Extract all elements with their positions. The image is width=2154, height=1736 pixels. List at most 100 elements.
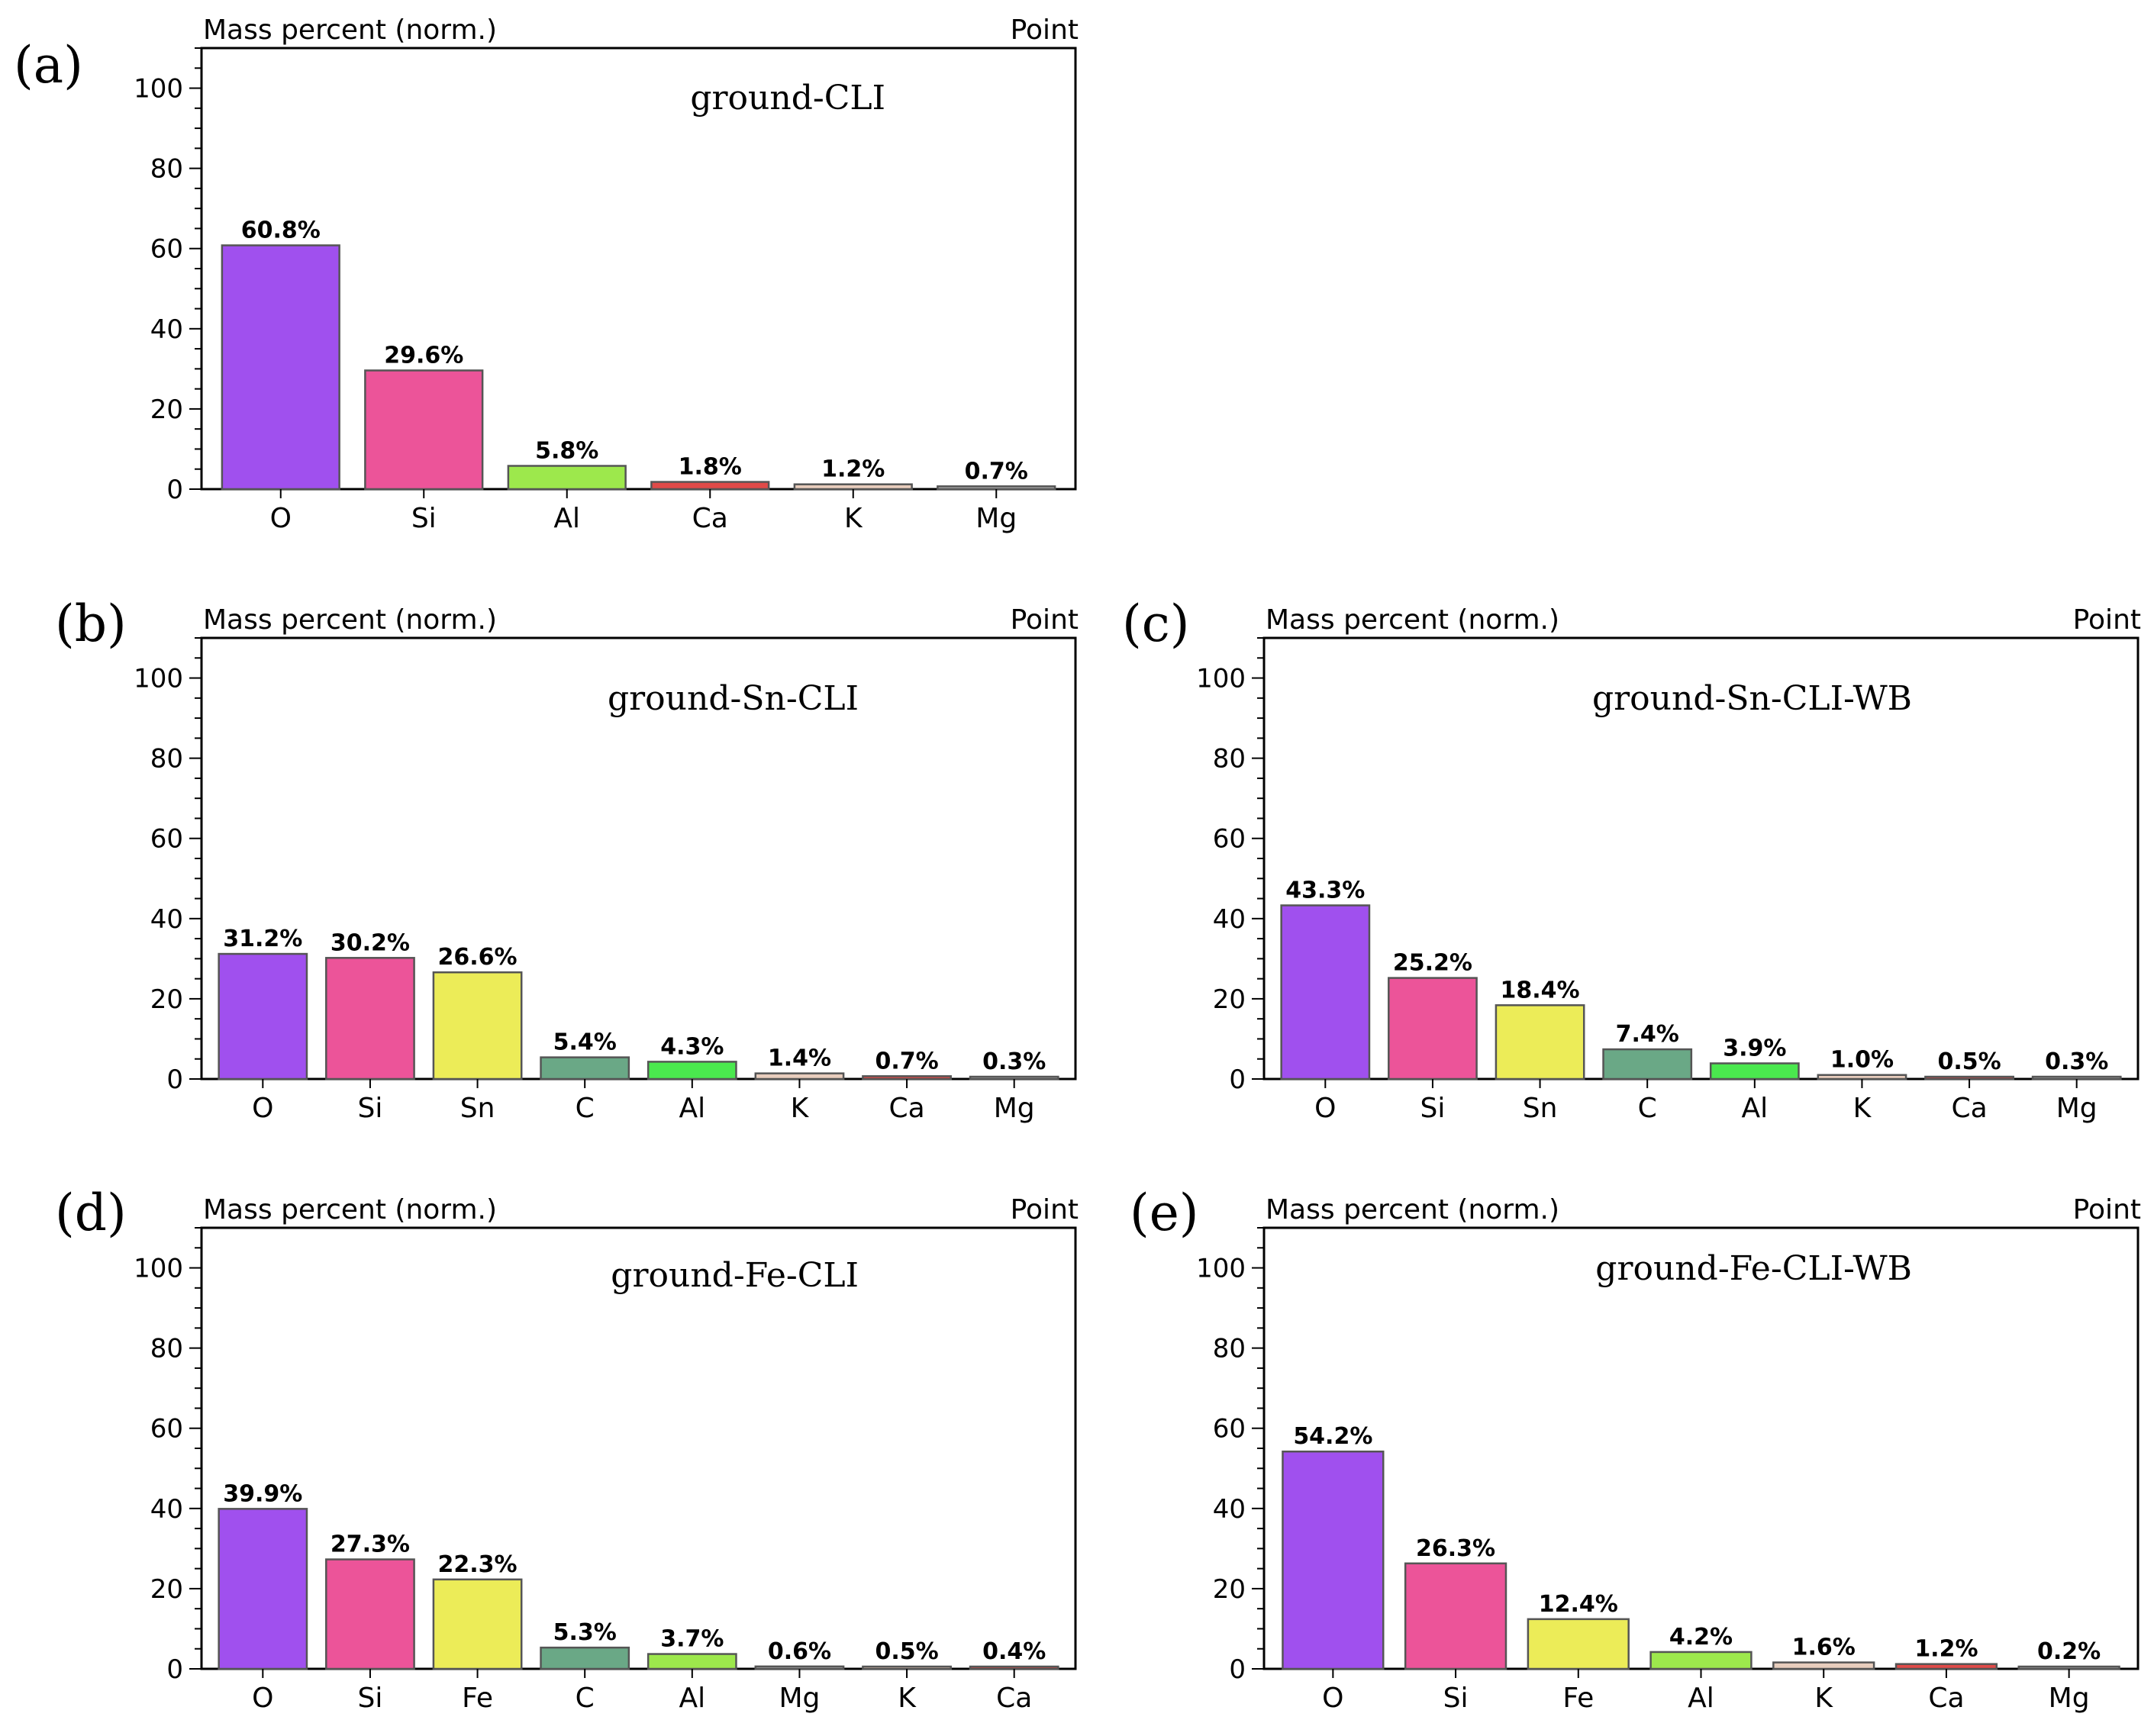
y-tick-label: 40 (1213, 1494, 1246, 1525)
chart-panel-e: (e) Mass percent (norm.) Point 0 20 40 60 80 100… (1130, 1184, 2141, 1714)
x-category-label: K (1853, 1093, 1872, 1124)
bar-value-label: 30.2% (331, 929, 410, 956)
bar-value-label: 29.6% (384, 342, 463, 369)
bar-Sn (1495, 1004, 1585, 1081)
x-category-label: Sn (1523, 1093, 1558, 1124)
chart-panel-d: (d) Mass percent (norm.) Point 0 20 40 60 80 100… (55, 1184, 1079, 1714)
x-category-label: Mg (975, 503, 1017, 534)
bar-value-label: 43.3% (1285, 877, 1365, 903)
x-category-label: K (1814, 1683, 1833, 1714)
y-tick-label: 60 (150, 1414, 183, 1445)
bar-Al (647, 1653, 737, 1670)
bar-value-label: 0.6% (768, 1638, 831, 1665)
x-category-label: Mg (2056, 1093, 2098, 1124)
bar-value-label: 54.2% (1293, 1423, 1372, 1450)
x-category-label: Ca (888, 1093, 924, 1124)
corner-label: Point (1011, 1194, 1079, 1226)
bar-value-label: 5.3% (553, 1619, 617, 1646)
bar-Al (1709, 1062, 1800, 1081)
corner-label: Point (1011, 604, 1079, 636)
bar-Al (647, 1061, 737, 1081)
y-tick-label: 20 (1213, 984, 1246, 1015)
chart-panel-c: (c) Mass percent (norm.) Point 0 20 40 60 80 100… (1122, 594, 2141, 1124)
x-category-label: Si (358, 1093, 383, 1124)
y-tick-label: 80 (150, 744, 183, 775)
bar-Mg (2031, 1075, 2122, 1081)
y-tick-label: 100 (134, 1254, 183, 1284)
bar-Ca (969, 1665, 1059, 1670)
panel-letter: (e) (1130, 1184, 1199, 1242)
x-category-label: K (791, 1093, 810, 1124)
x-category-label: Al (1688, 1683, 1714, 1714)
y-tick-label: 20 (1213, 1574, 1246, 1605)
panel-letter: (c) (1122, 594, 1189, 653)
y-tick-label: 100 (134, 664, 183, 694)
y-tick-label: 80 (150, 154, 183, 185)
x-category-label: Si (1443, 1683, 1469, 1714)
x-category-label: Mg (779, 1683, 820, 1714)
y-tick-label: 0 (166, 475, 183, 505)
x-category-label: Ca (996, 1683, 1032, 1714)
bar-value-label: 0.5% (875, 1638, 938, 1665)
y-tick-label: 40 (150, 314, 183, 345)
bar-O (1280, 904, 1371, 1081)
bar-value-label: 3.9% (1723, 1035, 1786, 1062)
bar-O (1282, 1450, 1385, 1670)
y-tick-label: 40 (150, 904, 183, 935)
x-category-label: Al (1741, 1093, 1768, 1124)
y-tick-label: 0 (166, 1064, 183, 1095)
bar-value-label: 31.2% (223, 926, 302, 952)
bar-value-label: 22.3% (438, 1551, 518, 1578)
bar-C (540, 1056, 630, 1081)
bar-Si (325, 957, 415, 1081)
y-tick-label: 80 (150, 1334, 183, 1364)
bar-Al (507, 465, 627, 491)
bar-value-label: 3.7% (660, 1626, 724, 1653)
panel-letter: (a) (14, 36, 83, 95)
x-category-label: O (252, 1683, 273, 1714)
sample-title: ground-Fe-CLI-WB (1595, 1249, 1912, 1288)
bar-Ca (1894, 1663, 1998, 1670)
corner-label: Point (1011, 14, 1079, 46)
bar-value-label: 1.2% (821, 456, 885, 483)
y-axis-title: Mass percent (norm.) (203, 14, 497, 46)
x-category-label: Ca (1928, 1683, 1964, 1714)
bar-value-label: 1.0% (1830, 1047, 1894, 1074)
x-category-label: Si (358, 1683, 383, 1714)
corner-label: Point (2073, 604, 2141, 636)
bar-value-label: 7.4% (1616, 1021, 1679, 1048)
bar-value-label: 27.3% (331, 1531, 410, 1558)
sample-title: ground-Sn-CLI-WB (1592, 679, 1912, 718)
bar-Mg (969, 1075, 1059, 1081)
x-category-label: Al (553, 503, 580, 534)
y-tick-label: 20 (150, 395, 183, 425)
bar-Si (364, 369, 484, 491)
y-tick-label: 0 (1229, 1654, 1246, 1685)
x-category-label: Mg (994, 1093, 1035, 1124)
y-tick-label: 60 (1213, 824, 1246, 855)
bar-value-label: 5.4% (553, 1029, 617, 1056)
bar-value-label: 26.6% (438, 944, 518, 971)
x-category-label: C (576, 1093, 595, 1124)
bar-Si (1388, 977, 1478, 1081)
x-category-label: Mg (2049, 1683, 2090, 1714)
bar-Ca (650, 481, 770, 491)
y-axis-title: Mass percent (norm.) (1266, 1194, 1559, 1226)
corner-label: Point (2073, 1194, 2141, 1226)
bar-Si (1404, 1562, 1507, 1670)
bar-O (218, 1508, 308, 1670)
x-category-label: C (576, 1683, 595, 1714)
panel-letter: (b) (55, 594, 127, 653)
y-tick-label: 20 (150, 1574, 183, 1605)
y-tick-label: 100 (1196, 1254, 1246, 1284)
y-tick-label: 100 (134, 74, 183, 105)
y-tick-label: 20 (150, 984, 183, 1015)
bar-Fe (1527, 1618, 1630, 1670)
bar-value-label: 1.4% (768, 1045, 831, 1072)
bar-K (793, 483, 913, 491)
y-tick-label: 60 (150, 824, 183, 855)
x-category-label: Sn (460, 1093, 495, 1124)
bar-value-label: 25.2% (1393, 950, 1472, 977)
sample-title: ground-CLI (690, 79, 885, 118)
